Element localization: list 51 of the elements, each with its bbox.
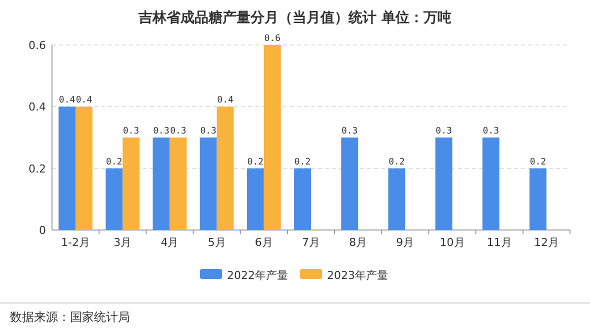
bar bbox=[435, 138, 452, 230]
data-label: 0.6 bbox=[264, 34, 281, 44]
data-label: 0.2 bbox=[106, 157, 122, 168]
data-label: 0.3 bbox=[482, 126, 500, 136]
bar bbox=[122, 138, 140, 230]
bar bbox=[530, 168, 546, 230]
data-label: 0.3 bbox=[153, 126, 170, 136]
bar bbox=[200, 138, 217, 230]
x-tick-label: 4月 bbox=[160, 236, 179, 249]
bar bbox=[264, 45, 281, 230]
x-tick-label: 12月 bbox=[534, 236, 559, 249]
x-tick-label: 5月 bbox=[208, 236, 226, 249]
data-label: 0.4 bbox=[217, 96, 234, 106]
bar bbox=[294, 168, 311, 230]
legend-label: 2023年产量 bbox=[327, 269, 388, 282]
x-tick-label: 1-2月 bbox=[61, 236, 90, 249]
x-tick-label: 8月 bbox=[349, 236, 368, 249]
data-label: 0.2 bbox=[530, 157, 546, 168]
y-tick-label: 0.4 bbox=[28, 100, 46, 114]
data-label: 0.3 bbox=[436, 126, 452, 136]
bar bbox=[106, 168, 123, 230]
data-label: 0.3 bbox=[200, 126, 216, 136]
bar bbox=[388, 168, 406, 230]
bar bbox=[76, 106, 92, 230]
bar bbox=[152, 138, 170, 230]
data-label: 0.3 bbox=[170, 126, 186, 136]
data-label: 0.3 bbox=[341, 126, 358, 136]
x-tick-label: 10月 bbox=[440, 236, 465, 249]
chart-title: 吉林省成品糖产量分月（当月值）统计 单位：万吨 bbox=[138, 9, 452, 26]
data-label: 0.2 bbox=[388, 157, 405, 168]
data-label: 0.2 bbox=[294, 157, 311, 168]
data-label: 0.4 bbox=[76, 96, 92, 106]
bar bbox=[482, 138, 500, 230]
x-tick-label: 7月 bbox=[302, 236, 320, 249]
x-tick-label: 3月 bbox=[114, 236, 132, 249]
data-label: 0.4 bbox=[58, 96, 76, 106]
legend-label: 2022年产量 bbox=[227, 269, 288, 282]
bar bbox=[341, 138, 358, 230]
source-note: 数据来源：国家统计局 bbox=[10, 310, 130, 324]
y-tick-label: 0.2 bbox=[28, 162, 46, 176]
bar bbox=[216, 106, 234, 230]
y-tick-label: 0 bbox=[39, 224, 46, 237]
bar bbox=[58, 106, 76, 230]
x-tick-label: 9月 bbox=[396, 236, 414, 249]
bar bbox=[170, 138, 187, 230]
data-label: 0.3 bbox=[122, 126, 140, 136]
y-tick-label: 0.6 bbox=[28, 39, 46, 52]
bar bbox=[246, 168, 264, 230]
x-tick-label: 11月 bbox=[486, 236, 512, 249]
x-tick-label: 6月 bbox=[254, 236, 273, 249]
data-label: 0.2 bbox=[247, 157, 264, 168]
